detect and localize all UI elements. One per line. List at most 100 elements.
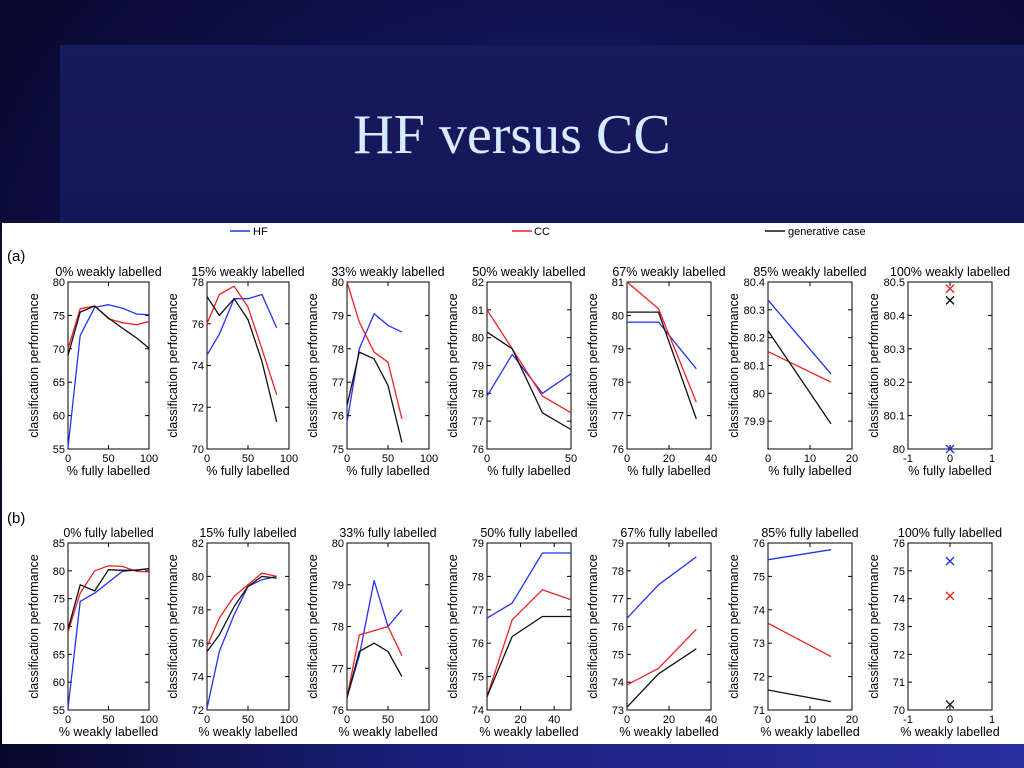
chart-b5-ytick-label: 73 bbox=[612, 705, 624, 717]
chart-b7-xtick-label: 1 bbox=[989, 714, 995, 726]
chart-b7-xlabel: % weakly labelled bbox=[900, 725, 999, 739]
chart-b1-ytick-label: 60 bbox=[53, 677, 65, 689]
title-panel bbox=[60, 45, 1024, 223]
chart-b5-ylabel: classification performance bbox=[586, 554, 600, 699]
chart-a1-ytick-label: 55 bbox=[53, 444, 65, 456]
chart-a3-ytick-label: 76 bbox=[332, 411, 344, 423]
chart-b7-xtick-label: 0 bbox=[947, 714, 953, 726]
legend-label-cc: CC bbox=[534, 226, 550, 238]
chart-a5-title: 67% weakly labelled bbox=[612, 265, 725, 279]
chart-b2-line-generative-case bbox=[206, 575, 277, 652]
chart-b4-xtick-label: 40 bbox=[548, 714, 560, 726]
chart-b1-ytick-label: 85 bbox=[53, 538, 65, 550]
chart-a2-ytick-label: 74 bbox=[192, 361, 204, 373]
legend-label-generative: generative case bbox=[788, 226, 866, 238]
chart-a4-ytick-label: 80 bbox=[472, 333, 484, 345]
chart-a7-ytick-label: 80.5 bbox=[884, 277, 905, 289]
chart-b4-line-generative-case bbox=[486, 615, 571, 697]
chart-a3-xlabel: % fully labelled bbox=[346, 464, 429, 478]
chart-a2-ytick-label: 76 bbox=[192, 319, 204, 331]
chart-a5-line-cc bbox=[626, 281, 697, 403]
chart-a3-line-cc bbox=[346, 281, 403, 420]
chart-a7-ytick-label: 80.1 bbox=[884, 411, 905, 423]
chart-b4-ytick-label: 78 bbox=[472, 571, 484, 583]
chart-b4-ytick-label: 74 bbox=[472, 705, 484, 717]
chart-a5-ytick-label: 79 bbox=[612, 344, 624, 356]
chart-b3-xlabel: % weakly labelled bbox=[338, 725, 437, 739]
chart-a2-line-cc bbox=[206, 285, 278, 395]
chart-b4-frame bbox=[486, 542, 572, 711]
chart-b3-xtick-label: 0 bbox=[344, 714, 350, 726]
chart-b6-xlabel: % weakly labelled bbox=[760, 725, 859, 739]
chart-b6-ytick-label: 72 bbox=[753, 672, 765, 684]
chart-a1-xtick-label: 0 bbox=[65, 453, 71, 465]
row-label-a: (a) bbox=[7, 248, 25, 265]
chart-a4-ylabel: classification performance bbox=[446, 293, 460, 438]
chart-b1-xtick-label: 50 bbox=[102, 714, 114, 726]
chart-b6-ytick-label: 76 bbox=[753, 538, 765, 550]
chart-a6-xtick-label: 10 bbox=[804, 453, 816, 465]
chart-a3-title: 33% weakly labelled bbox=[331, 265, 444, 279]
chart-a3-line-generative-case bbox=[346, 351, 403, 443]
chart-b6-ytick-label: 75 bbox=[753, 571, 765, 583]
chart-a3-ytick-label: 75 bbox=[332, 444, 344, 456]
chart-b5-line-cc bbox=[626, 628, 697, 686]
chart-a3-xtick-label: 50 bbox=[382, 453, 394, 465]
chart-a2-xtick-label: 50 bbox=[242, 453, 254, 465]
chart-b6-xtick-label: 0 bbox=[765, 714, 771, 726]
chart-a6-ytick-label: 80 bbox=[753, 388, 765, 400]
chart-a2-ytick-label: 70 bbox=[192, 444, 204, 456]
chart-b2-title: 15% fully labelled bbox=[199, 526, 296, 540]
chart-b4-ylabel: classification performance bbox=[446, 554, 460, 699]
chart-a3-ytick-label: 77 bbox=[332, 377, 344, 389]
chart-a6-line-cc bbox=[767, 351, 832, 383]
chart-b3-ytick-label: 77 bbox=[332, 663, 344, 675]
slide-title: HF versus CC bbox=[353, 104, 671, 166]
chart-b3-line-cc bbox=[346, 625, 403, 698]
chart-b6-frame bbox=[767, 542, 853, 711]
chart-b5-title: 67% fully labelled bbox=[620, 526, 717, 540]
chart-b3-ytick-label: 79 bbox=[332, 580, 344, 592]
chart-b2-xtick-label: 0 bbox=[204, 714, 210, 726]
chart-b3-line-generative-case bbox=[346, 642, 403, 698]
legend-label-hf: HF bbox=[253, 226, 268, 238]
chart-a5-ytick-label: 81 bbox=[612, 277, 624, 289]
chart-a5-frame bbox=[626, 281, 712, 450]
chart-b5-frame bbox=[626, 542, 712, 711]
chart-a5-xtick-label: 0 bbox=[624, 453, 630, 465]
chart-a4-xtick-label: 50 bbox=[565, 453, 577, 465]
chart-b3-ytick-label: 78 bbox=[332, 622, 344, 634]
chart-a7-point-generative-case bbox=[945, 295, 955, 305]
chart-b2-ytick-label: 76 bbox=[192, 638, 204, 650]
chart-a6-line-hf bbox=[767, 299, 832, 375]
chart-a2-ytick-label: 72 bbox=[192, 402, 204, 414]
chart-a6-ytick-label: 80.3 bbox=[744, 305, 765, 317]
chart-a2-xtick-label: 100 bbox=[280, 453, 298, 465]
chart-a7-point-hf bbox=[945, 444, 955, 454]
chart-b7-ytick-label: 73 bbox=[893, 622, 905, 634]
chart-b5-ytick-label: 79 bbox=[612, 538, 624, 550]
chart-b6-ytick-label: 73 bbox=[753, 638, 765, 650]
chart-a6-ytick-label: 80.4 bbox=[744, 277, 765, 289]
chart-b4-line-cc bbox=[486, 589, 572, 697]
chart-a7-frame bbox=[907, 281, 993, 450]
chart-b3-ylabel: classification performance bbox=[306, 554, 320, 699]
chart-a1-title: 0% weakly labelled bbox=[55, 265, 161, 279]
chart-b6-line-hf bbox=[767, 549, 832, 561]
chart-a7-ytick-label: 80.4 bbox=[884, 310, 905, 322]
figure-panel: HF CC generative case (a) (b) 0% weakly … bbox=[2, 223, 1024, 744]
chart-a5-ytick-label: 78 bbox=[612, 377, 624, 389]
chart-b2-frame bbox=[206, 542, 290, 711]
chart-a7-point-cc bbox=[945, 284, 955, 294]
chart-b4-line-hf bbox=[486, 552, 571, 619]
chart-a2-title: 15% weakly labelled bbox=[191, 265, 304, 279]
chart-b4-ytick-label: 76 bbox=[472, 638, 484, 650]
chart-a3-xtick-label: 0 bbox=[344, 453, 350, 465]
chart-b5-line-hf bbox=[626, 556, 697, 619]
chart-a4-frame bbox=[486, 281, 572, 450]
chart-a6-line-generative-case bbox=[767, 330, 832, 425]
chart-b1-ytick-label: 80 bbox=[53, 566, 65, 578]
chart-b3-ytick-label: 76 bbox=[332, 705, 344, 717]
chart-b7-point-hf bbox=[945, 556, 955, 566]
chart-a1-xtick-label: 100 bbox=[140, 453, 158, 465]
